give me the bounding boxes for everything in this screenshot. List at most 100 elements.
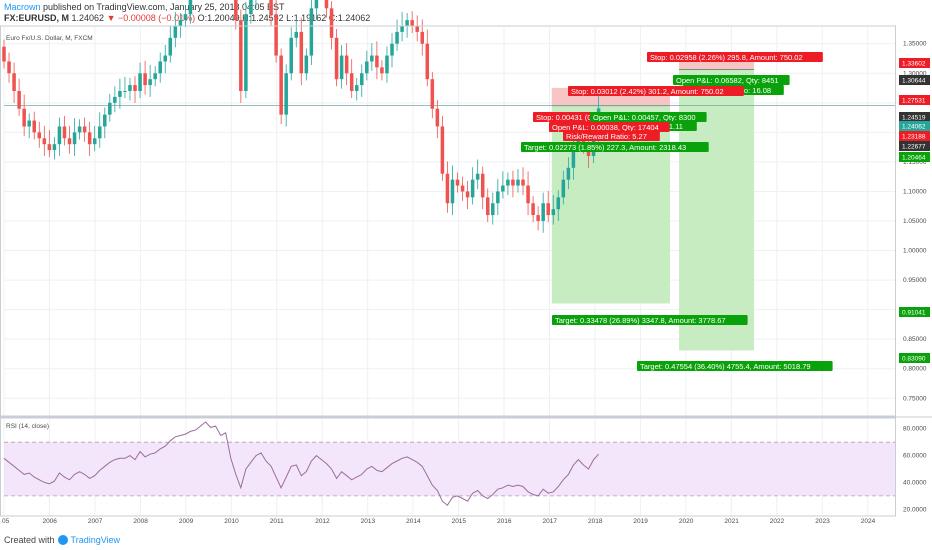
candle-body: [244, 14, 248, 92]
candle-body: [410, 20, 414, 26]
candle-body: [324, 0, 329, 9]
trade-label-text: Open P&L: 0.06582, Qty: 8451: [676, 76, 779, 85]
y-tick-label: 1.00000: [903, 248, 927, 255]
candle-body: [158, 61, 162, 74]
candle-body: [339, 55, 344, 80]
candle-body: [299, 31, 304, 74]
candle-body: [435, 108, 440, 127]
candle-body: [344, 55, 349, 74]
candle-body: [279, 55, 283, 115]
candle-body: [123, 91, 127, 92]
candle-body: [37, 132, 42, 139]
trade-label-box: [549, 122, 670, 132]
candle-body: [82, 126, 87, 133]
trade-label-text: Target: 0.47554 (36.40%) 4755.4, Amount:…: [640, 362, 811, 371]
x-tick-label: 2022: [770, 518, 785, 525]
chart-title: Euro Fx/U.S. Dollar, M, FXCM: [6, 35, 93, 42]
price-tag-label: 1.23188: [902, 134, 926, 141]
y-tick-label: 1.15000: [903, 159, 927, 166]
x-tick-label: 2012: [315, 518, 330, 525]
candle-body: [57, 126, 62, 145]
y-tick-label: 1.30000: [903, 70, 927, 77]
candle-body: [516, 179, 520, 186]
candle-body: [425, 43, 430, 80]
candle-body: [551, 209, 556, 216]
rsi-tick-label: 40.0000: [903, 479, 927, 486]
price-tag: [899, 58, 930, 68]
y-tick-label: 1.05000: [903, 218, 927, 225]
candlestick-series: [2, 0, 601, 233]
candle-body: [440, 126, 445, 174]
x-tick-label: 2007: [88, 518, 103, 525]
x-tick-label: 2020: [679, 518, 694, 525]
candle-body: [103, 114, 107, 127]
price-tag-label: 0.83090: [902, 356, 926, 363]
candle-body: [108, 102, 112, 115]
y-tick-label: 0.85000: [903, 336, 927, 343]
rsi-pane-frame: [0, 417, 896, 517]
trade-label-text: Risk/Reward Ratio: 5.27: [566, 132, 647, 141]
candle-body: [501, 185, 505, 192]
candle-body: [138, 73, 142, 91]
trade-label-text: Stop: 0.02958 (2.26%) 295.8, Amount: 750…: [650, 53, 803, 62]
candle-body: [380, 67, 384, 74]
tradingview-link[interactable]: TradingView: [70, 535, 121, 545]
price-tag: [899, 141, 930, 151]
price-tag: [899, 112, 930, 122]
candle-body: [470, 179, 475, 198]
candle-body: [450, 179, 455, 204]
candle-body: [234, 0, 238, 21]
y-tick-label: 0.95000: [903, 277, 927, 284]
price-pane-frame: [0, 25, 896, 417]
x-tick-label: 2016: [497, 518, 512, 525]
candle-body: [284, 73, 288, 115]
candle-body: [314, 0, 319, 9]
candle-body: [118, 91, 122, 97]
candle-body: [354, 85, 359, 91]
candle-body: [334, 37, 339, 80]
candle-body: [460, 185, 465, 192]
candle-body: [168, 37, 173, 56]
target-zone: [679, 69, 755, 351]
y-tick-label: 1.10000: [903, 188, 927, 195]
candle-body: [309, 8, 314, 56]
candle-body: [415, 26, 419, 32]
candle-body: [32, 120, 36, 133]
price-tag-label: 1.30644: [902, 78, 926, 85]
candle-body: [375, 55, 379, 68]
candle-body: [269, 0, 273, 15]
candle-body: [485, 197, 490, 216]
created-with-text: Created with: [4, 535, 55, 545]
x-tick-label: 2009: [179, 518, 194, 525]
candle-body: [506, 179, 510, 186]
trade-label-text: Target: 0.02273 (1.85%) 227.3, Amount: 2…: [524, 143, 686, 152]
rsi-line: [3, 421, 599, 507]
candle-body: [178, 20, 183, 26]
candle-body: [52, 144, 57, 151]
candle-body: [521, 179, 525, 186]
candle-body: [97, 126, 102, 139]
publish-text: published on TradingView.com, January 25…: [43, 2, 285, 12]
candle-body: [420, 31, 425, 44]
author-link[interactable]: Macrown: [4, 2, 41, 12]
trade-label-box: [673, 75, 790, 85]
trade-label-box: [647, 52, 823, 62]
candle-body: [239, 20, 243, 91]
candle-body: [17, 91, 21, 109]
candle-body: [67, 138, 72, 145]
price-tag: [899, 152, 930, 162]
candle-body: [566, 167, 571, 180]
candle-body: [556, 197, 561, 210]
price-tag: [899, 95, 930, 105]
candle-body: [92, 138, 97, 145]
rsi-band: [4, 442, 895, 496]
candle-body: [2, 46, 6, 62]
position-labels: Stop: 0.02958 (2.26%) 295.8, Amount: 750…: [521, 52, 833, 371]
candle-body: [465, 191, 470, 198]
price-change: −0.00008 (−0.01%): [118, 13, 196, 23]
x-tick-label: 2008: [133, 518, 148, 525]
candle-body: [153, 73, 157, 80]
x-tick-label: 2010: [224, 518, 239, 525]
x-tick-label: 2023: [815, 518, 830, 525]
